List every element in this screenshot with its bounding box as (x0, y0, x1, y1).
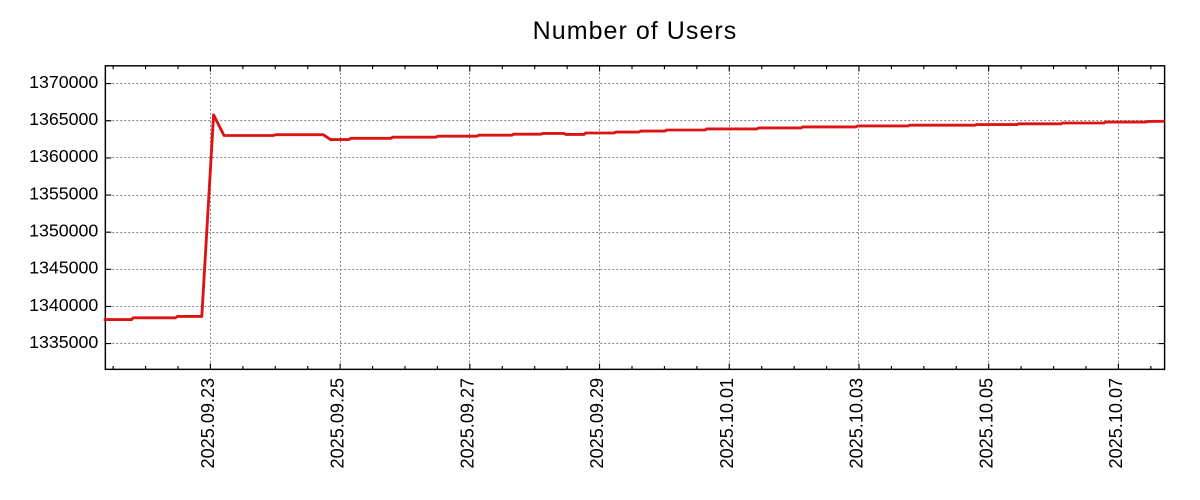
svg-text:2025.09.29: 2025.09.29 (587, 378, 607, 469)
svg-text:1340000: 1340000 (29, 295, 98, 315)
svg-text:1365000: 1365000 (29, 109, 98, 129)
svg-text:1350000: 1350000 (29, 220, 98, 240)
svg-text:1345000: 1345000 (29, 258, 98, 278)
svg-text:1355000: 1355000 (29, 183, 98, 203)
svg-text:2025.09.23: 2025.09.23 (198, 378, 218, 469)
svg-text:1335000: 1335000 (29, 332, 98, 352)
svg-text:2025.10.03: 2025.10.03 (847, 378, 867, 469)
svg-text:2025.10.05: 2025.10.05 (976, 378, 996, 469)
svg-text:1360000: 1360000 (29, 146, 98, 166)
svg-text:Number of Users: Number of Users (533, 17, 738, 45)
svg-text:1370000: 1370000 (29, 72, 98, 92)
svg-text:2025.10.07: 2025.10.07 (1106, 378, 1126, 469)
svg-text:2025.09.27: 2025.09.27 (457, 378, 477, 469)
svg-text:2025.09.25: 2025.09.25 (328, 378, 348, 469)
svg-text:2025.10.01: 2025.10.01 (717, 378, 737, 469)
